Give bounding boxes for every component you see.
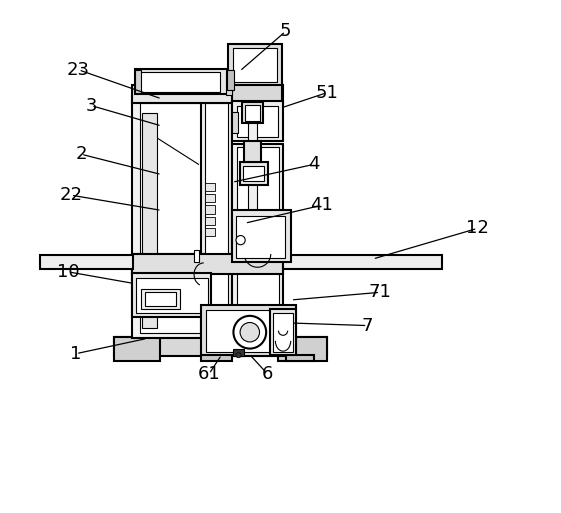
Bar (132, 254, 283, 274)
Bar (283, 255, 442, 269)
Bar (243, 142, 261, 162)
Bar (135, 69, 229, 94)
Bar (138, 72, 220, 92)
Text: 1: 1 (70, 345, 81, 363)
Bar (248, 121, 257, 236)
Bar (232, 210, 291, 262)
Bar (228, 44, 282, 85)
Text: 4: 4 (308, 155, 320, 173)
Bar (205, 194, 215, 202)
Bar (232, 112, 238, 133)
Bar (233, 349, 243, 356)
Text: 2: 2 (75, 145, 87, 163)
Text: 10: 10 (57, 263, 80, 281)
Bar (201, 305, 296, 356)
Bar (205, 228, 215, 236)
Text: 12: 12 (466, 220, 489, 238)
Text: 41: 41 (310, 196, 333, 214)
Text: 7: 7 (362, 317, 373, 334)
Text: 5: 5 (280, 23, 291, 41)
Bar (141, 289, 180, 309)
Bar (205, 216, 215, 225)
Bar (226, 70, 232, 95)
Bar (270, 309, 296, 354)
Bar (237, 147, 279, 326)
Bar (205, 103, 228, 333)
Bar (201, 101, 232, 339)
Text: 22: 22 (59, 186, 82, 204)
Text: 61: 61 (197, 365, 220, 383)
Circle shape (236, 352, 241, 358)
Bar (132, 273, 211, 317)
Bar (194, 250, 199, 262)
Bar (132, 85, 283, 103)
Bar (206, 310, 291, 352)
Bar (201, 355, 232, 361)
Bar (245, 105, 260, 121)
Bar (286, 355, 314, 361)
Text: 6: 6 (262, 365, 273, 383)
Bar (232, 144, 283, 331)
Bar (240, 162, 268, 185)
Circle shape (236, 235, 245, 245)
Bar (132, 101, 211, 339)
Bar (227, 70, 234, 90)
Bar (114, 337, 327, 356)
Text: 23: 23 (67, 61, 90, 79)
Bar (142, 113, 157, 328)
Bar (243, 166, 264, 181)
Bar (278, 337, 327, 361)
Bar (232, 84, 282, 103)
Bar (205, 205, 215, 213)
Bar (114, 337, 160, 361)
Bar (145, 292, 176, 306)
Bar (233, 48, 277, 82)
Circle shape (240, 323, 260, 342)
Bar (242, 102, 263, 124)
Text: 71: 71 (369, 283, 392, 301)
Bar (232, 102, 283, 142)
Bar (135, 70, 141, 93)
Bar (273, 313, 293, 351)
Bar (236, 215, 284, 258)
Text: 3: 3 (85, 96, 97, 114)
Bar (205, 183, 215, 191)
Bar (140, 103, 204, 333)
Bar (40, 255, 133, 269)
Text: 51: 51 (315, 84, 338, 102)
Bar (136, 278, 208, 313)
Bar (237, 106, 278, 137)
Circle shape (233, 316, 266, 349)
